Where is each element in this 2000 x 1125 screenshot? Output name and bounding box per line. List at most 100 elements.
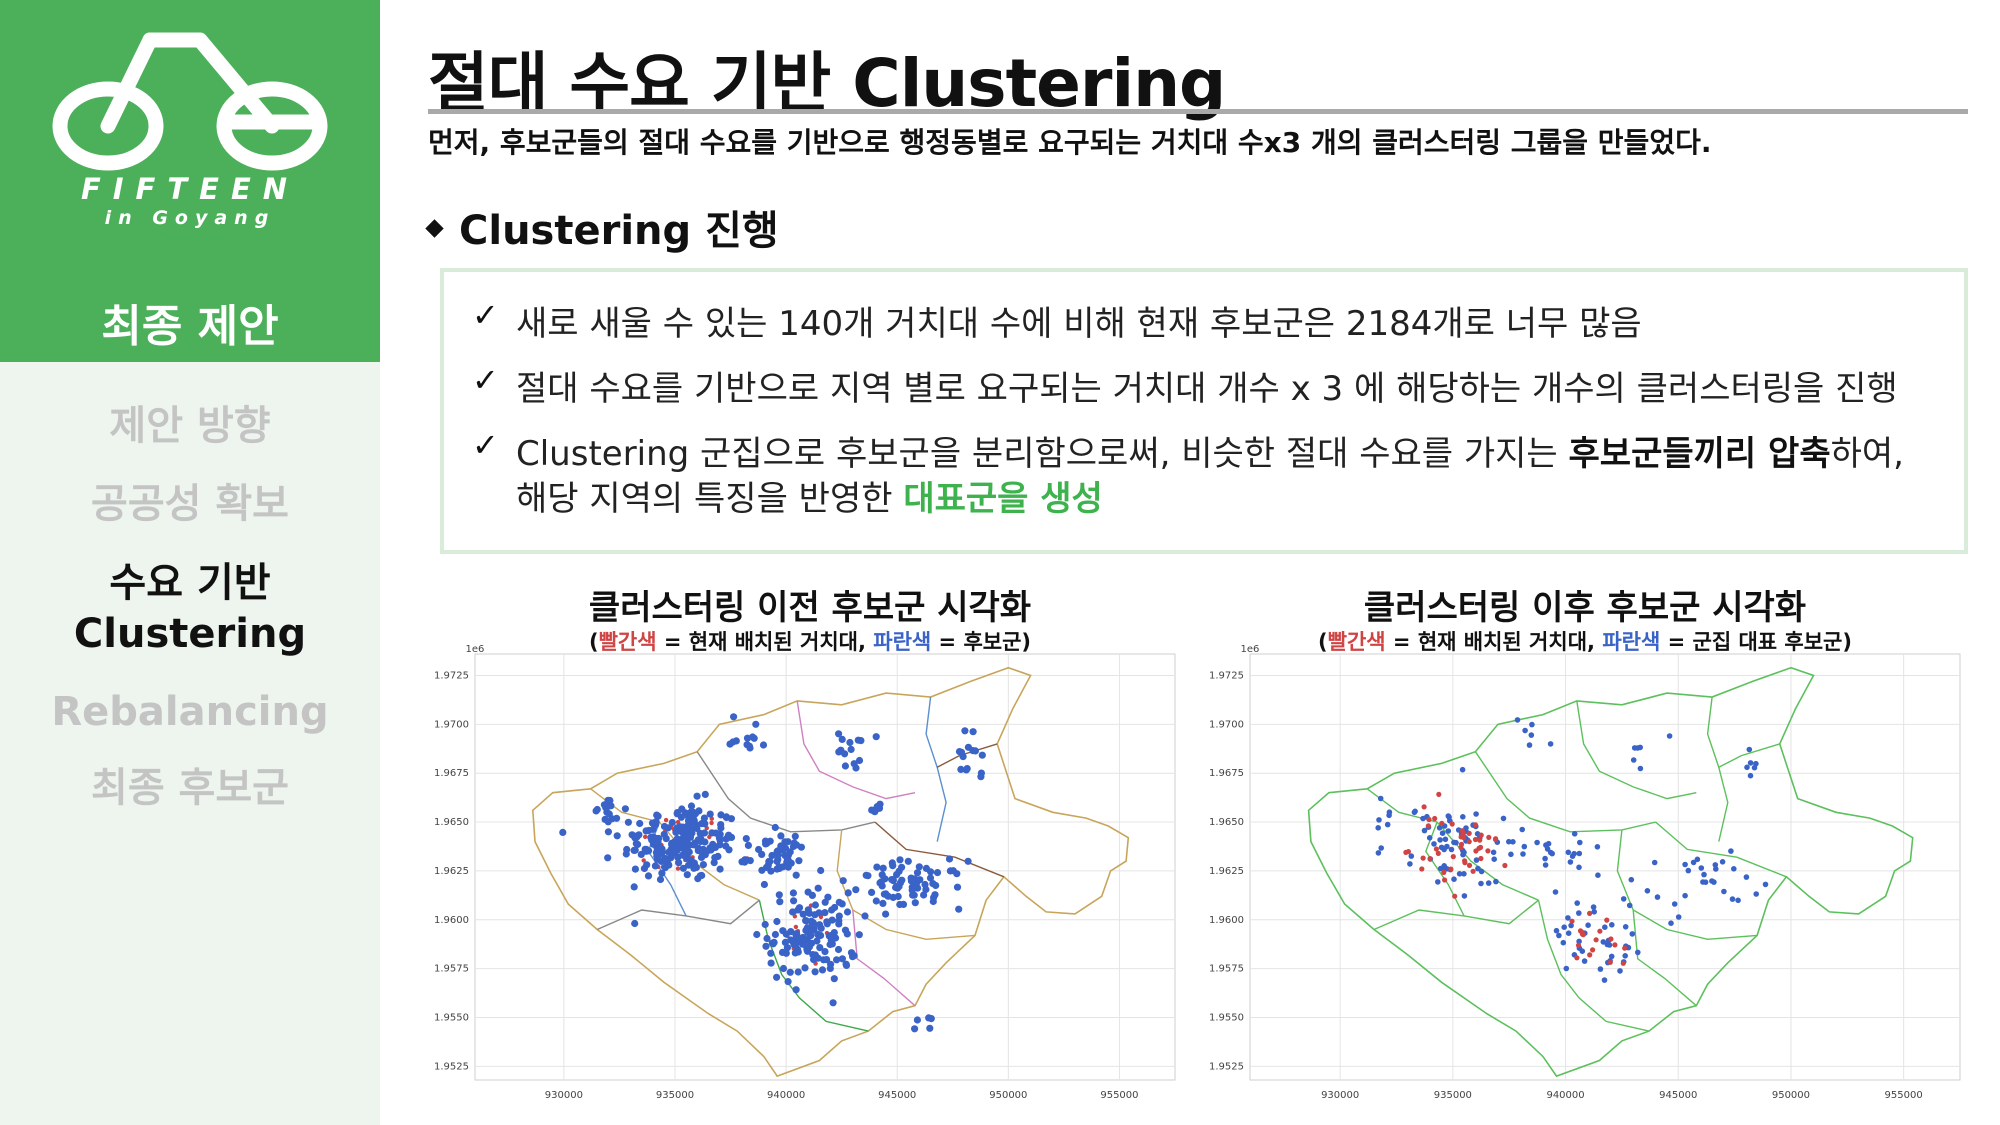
y-tick-label: 1.9700	[434, 719, 469, 730]
candidate-point	[1682, 861, 1688, 868]
candidate-point	[1577, 839, 1583, 846]
nav-item-direction[interactable]: 제안 방향	[109, 403, 271, 449]
candidate-point	[681, 841, 689, 849]
candidate-point	[915, 863, 923, 871]
candidate-point	[1590, 904, 1597, 910]
candidate-point	[676, 823, 684, 831]
candidate-point	[1753, 891, 1759, 897]
district-boundary	[936, 743, 998, 768]
candidate-point	[931, 891, 939, 899]
candidate-point	[1520, 851, 1526, 857]
candidate-point	[1600, 939, 1607, 945]
candidate-point	[768, 851, 776, 860]
candidate-point	[1622, 924, 1629, 930]
existing-station-point	[1436, 791, 1442, 797]
candidate-point	[815, 909, 823, 917]
candidate-point	[1701, 871, 1707, 878]
candidate-point	[1560, 939, 1567, 946]
candidate-point	[814, 884, 822, 892]
candidate-point	[957, 765, 965, 773]
candidate-point	[656, 875, 665, 884]
candidate-point	[868, 888, 876, 896]
y-tick-label: 1.9600	[434, 915, 469, 926]
y-tick-label: 1.9625	[434, 866, 469, 877]
candidate-point	[741, 856, 749, 864]
y-offset-label: 1e6	[1241, 644, 1260, 655]
candidate-point	[1563, 965, 1570, 972]
candidate-point	[839, 877, 847, 885]
candidate-point	[817, 866, 825, 875]
y-tick-label: 1.9725	[434, 670, 469, 681]
nav-item-final-candidates[interactable]: 최종 후보군	[91, 765, 289, 811]
candidate-point	[920, 891, 928, 899]
candidate-point	[1431, 841, 1437, 847]
existing-station-point	[1466, 830, 1472, 836]
existing-station-point	[1478, 855, 1484, 862]
candidate-point	[811, 901, 819, 909]
candidate-point	[810, 926, 818, 934]
bullet-3-post: 하여,	[1830, 434, 1904, 474]
nav-item-demand[interactable]: 수요 기반	[109, 560, 271, 606]
candidate-point	[767, 949, 775, 957]
candidate-point	[1514, 717, 1521, 723]
candidate-point	[959, 753, 967, 761]
candidate-point	[688, 819, 696, 827]
nav-item-clustering[interactable]: Clustering	[73, 611, 307, 657]
candidate-point	[1478, 868, 1485, 875]
district-boundary	[1655, 821, 1787, 878]
candidate-point	[910, 891, 918, 899]
candidate-point	[1451, 876, 1457, 882]
candidate-point	[882, 890, 890, 898]
nav-item-rebalancing[interactable]: Rebalancing	[51, 689, 329, 735]
candidate-point	[1459, 766, 1466, 773]
candidate-point	[622, 850, 630, 858]
candidate-point	[631, 846, 639, 854]
bullet-text-1: 새로 새울 수 있는 140개 거치대 수에 비해 현재 후보군은 2184개로…	[516, 304, 1642, 344]
candidate-point	[1456, 871, 1463, 877]
chart-after-legend: (빨간색 = 현재 배치된 거치대, 파란색 = 군집 대표 후보군)	[1200, 626, 1970, 656]
existing-station-point	[1472, 822, 1479, 828]
candidate-point	[953, 883, 962, 891]
check-icon: ✓	[472, 426, 499, 464]
district-boundary	[852, 909, 916, 1007]
y-tick-label: 1.9575	[434, 964, 469, 975]
existing-station-point	[1620, 960, 1626, 966]
candidate-point	[621, 805, 629, 813]
candidate-point	[786, 848, 794, 856]
candidate-point	[1744, 764, 1750, 771]
candidate-point	[1376, 817, 1382, 823]
candidate-point	[872, 805, 880, 813]
candidate-point	[773, 973, 781, 981]
candidate-point	[1528, 732, 1535, 738]
candidate-point	[829, 999, 837, 1007]
candidate-point	[1529, 721, 1535, 728]
candidate-point	[1421, 827, 1428, 834]
nav-item-publicness[interactable]: 공공성 확보	[91, 481, 289, 527]
candidate-point	[693, 792, 701, 800]
existing-station-point	[1477, 837, 1483, 843]
candidate-point	[872, 733, 880, 741]
candidate-point	[1571, 831, 1578, 837]
existing-station-point	[1574, 955, 1580, 961]
candidate-point	[1747, 760, 1754, 766]
district-boundary	[1373, 899, 1539, 931]
district-boundary	[1474, 751, 1656, 833]
candidate-point	[607, 802, 615, 810]
candidate-point	[1565, 930, 1572, 936]
bicycle-icon	[52, 32, 328, 171]
candidate-point	[1602, 924, 1608, 930]
candidate-point	[1519, 826, 1525, 833]
candidate-point	[835, 912, 843, 920]
candidate-point	[722, 842, 730, 850]
candidate-point	[654, 812, 662, 820]
x-tick-label: 935000	[1434, 1090, 1472, 1101]
candidate-point	[898, 863, 906, 871]
candidate-point	[1375, 850, 1382, 856]
candidate-point	[1585, 922, 1591, 928]
candidate-point	[630, 883, 638, 891]
existing-station-point	[1449, 821, 1455, 827]
candidate-point	[1485, 880, 1492, 886]
x-tick-label: 945000	[1659, 1090, 1697, 1101]
district-boundary	[1718, 743, 1780, 768]
candidate-point	[1668, 920, 1674, 926]
